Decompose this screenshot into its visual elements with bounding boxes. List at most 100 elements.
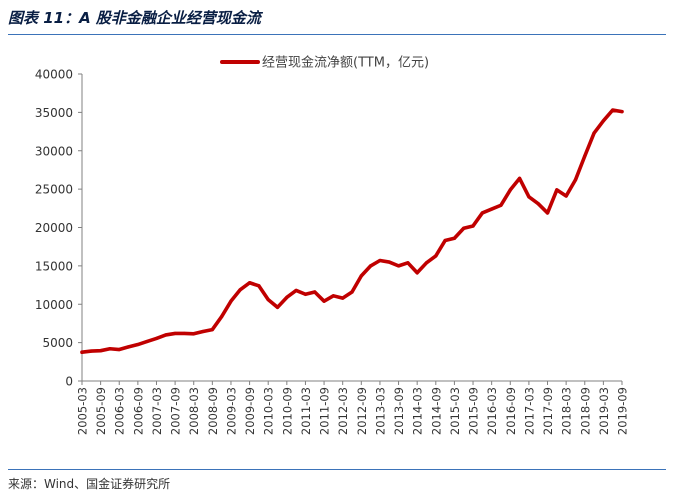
data-point [247,281,252,285]
y-tick-label: 0 [65,375,73,389]
data-point [359,274,363,278]
y-tick-label: 25000 [35,183,73,197]
x-tick-label: 2017-03 [522,387,536,435]
data-point [238,288,242,292]
data-point [294,288,298,293]
header-rule [8,34,666,35]
data-point [490,207,494,211]
x-tick-label: 2011-03 [299,387,313,435]
x-tick-label: 2010-03 [262,387,276,435]
data-point [471,224,475,228]
x-tick-label: 2006-03 [113,387,127,435]
data-point [350,290,354,294]
data-point [313,290,317,294]
data-point [396,264,401,268]
data-point [275,305,280,309]
x-tick-label: 2016-09 [504,387,518,435]
data-point [99,349,103,353]
data-point [303,292,308,296]
x-tick-label: 2009-03 [224,387,238,435]
data-point [387,260,391,264]
x-tick-label: 2007-03 [150,387,164,435]
y-tick-label: 40000 [35,68,73,82]
data-point [462,226,466,230]
data-point [89,349,93,353]
x-tick-label: 2008-03 [187,387,201,435]
source-note: 来源：Wind、国金证券研究所 [8,477,171,491]
y-tick-label: 30000 [35,144,73,158]
data-point [480,211,484,215]
y-tick-label: 35000 [35,106,73,120]
data-point [341,296,345,300]
legend-label: 经营现金流净额(TTM，亿元) [262,55,429,71]
data-point [583,154,587,158]
data-point [424,261,429,265]
data-point [499,203,503,207]
x-tick-label: 2018-03 [560,387,574,435]
data-point [192,332,196,336]
y-tick-label: 20000 [35,221,73,235]
data-point [545,211,550,215]
y-axis: 0 5000 10000 15000 20000 25000 30000 35000 40000 [35,68,83,389]
data-point [434,254,438,258]
data-point [210,327,214,332]
data-point [182,331,187,336]
data-point [508,188,512,192]
x-tick-label: 2014-03 [411,387,425,435]
x-tick-label: 2007-09 [169,387,183,435]
data-point [573,178,578,182]
x-tick-label: 2010-09 [280,387,294,435]
x-tick-label: 2006-09 [131,387,145,435]
footer-rule [8,469,666,470]
x-tick-label: 2009-09 [243,387,257,435]
data-point [322,299,326,303]
x-tick-label: 2019-09 [616,387,630,435]
data-point [592,131,596,135]
data-point [154,336,159,340]
data-point [555,188,559,192]
legend: 经营现金流净额(TTM，亿元) [220,55,429,71]
data-point [266,298,270,302]
data-point [80,350,84,354]
data-point [527,195,531,199]
data-point [257,284,261,288]
data-point [620,110,624,114]
x-tick-label: 2019-03 [597,387,611,435]
y-tick-label: 10000 [35,298,73,312]
data-point [369,264,373,268]
series-line [80,108,624,355]
data-point [285,295,289,299]
data-point [406,261,410,265]
data-point [564,194,568,198]
x-tick-label: 2012-09 [355,387,369,435]
data-point [536,202,540,206]
data-point [229,299,233,303]
data-point [331,294,335,298]
data-point [201,329,205,334]
x-tick-label: 2015-09 [467,387,481,435]
x-tick-label: 2005-09 [94,387,108,435]
x-tick-label: 2018-09 [578,387,592,435]
x-tick-label: 2012-03 [336,387,350,435]
x-tick-label: 2016-03 [485,387,499,435]
data-point [415,271,419,275]
x-tick-label: 2014-09 [429,387,443,435]
data-point [443,238,447,243]
data-point [117,347,121,352]
series-layer [80,108,624,355]
y-tick-label: 5000 [42,336,73,350]
data-point [173,331,177,336]
data-point [108,347,112,351]
data-point [220,314,224,319]
data-point [452,236,457,240]
data-point [126,345,131,349]
y-tick-label: 15000 [35,259,73,273]
data-point [601,119,605,123]
data-point [164,333,168,337]
x-tick-label: 2005-03 [76,387,90,435]
data-point [136,342,140,347]
x-tick-label: 2011-09 [318,387,332,435]
data-point [611,108,615,112]
line-chart: 经营现金流净额(TTM，亿元) 0 5000 10000 15000 20000 2500… [35,55,630,436]
x-tick-label: 2017-09 [541,387,555,435]
